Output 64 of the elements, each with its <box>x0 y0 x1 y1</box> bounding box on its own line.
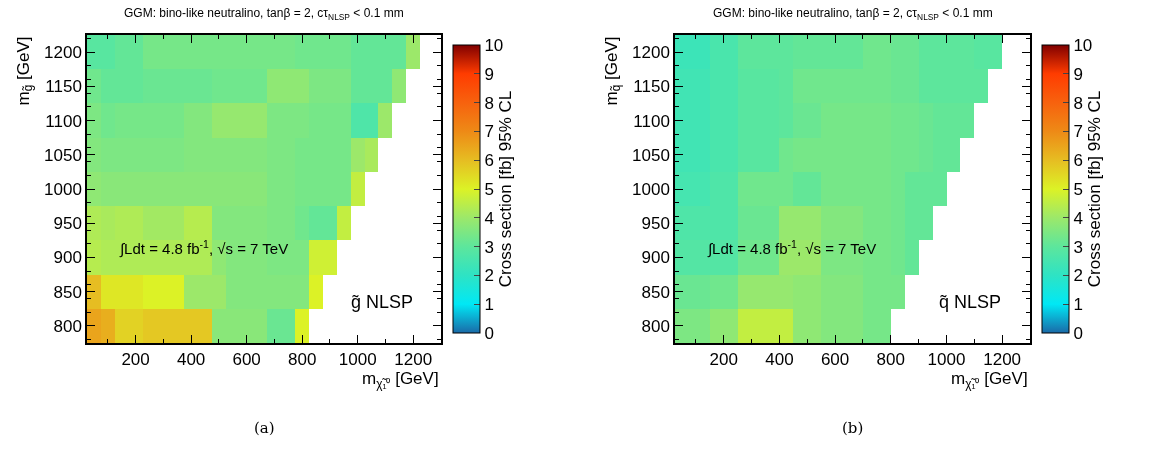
color-bar-label: 2 <box>1073 266 1083 286</box>
annotation: g̃ NLSP <box>351 292 414 312</box>
color-bar-label: 9 <box>1073 64 1083 84</box>
y-tick-label: 1000 <box>632 179 670 199</box>
y-tick-label: 1200 <box>44 43 82 63</box>
text: (b) <box>842 419 864 437</box>
y-tick-label: 1100 <box>633 111 670 131</box>
color-bar-label: 10 <box>1073 35 1093 55</box>
y-tick-label: 1150 <box>45 77 82 97</box>
color-bar-title: Cross section [fb] 95% CL <box>1084 90 1104 288</box>
y-tick-label: 1050 <box>44 145 82 165</box>
color-bar-label: 5 <box>1073 179 1083 199</box>
color-bar-label: 2 <box>484 266 494 286</box>
x-tick-label: 200 <box>121 350 150 370</box>
x-tick-label: 1000 <box>927 350 966 370</box>
x-tick-label: 1200 <box>983 350 1022 370</box>
color-bar-title: Cross section [fb] 95% CL <box>495 90 515 288</box>
x-tick-label: 200 <box>709 350 738 370</box>
y-tick-label: 1200 <box>632 43 670 63</box>
y-tick-label: 850 <box>53 282 82 302</box>
color-bar-label: 7 <box>484 122 494 142</box>
y-tick-label: 900 <box>53 248 82 268</box>
x-tick-label: 800 <box>876 350 905 370</box>
y-tick-label: 1050 <box>632 145 670 165</box>
y-tick-label: 1150 <box>633 77 670 97</box>
chart-title: GGM: bino-like neutralino, tanβ = 2, cτ$_{NLSP}$ < 0.1 mm <box>713 6 993 22</box>
x-tick-label: 1000 <box>338 350 377 370</box>
chart-title: GGM: bino-like neutralino, tanβ = 2, cτ$_{NLSP}$ < 0.1 mm <box>124 6 404 22</box>
annotation: ∫Ldt = 4.8 fb$^{-1}$, √s = 7 TeV <box>707 238 877 259</box>
annotation: ∫Ldt = 4.8 fb$^{-1}$, √s = 7 TeV <box>119 238 289 259</box>
y-tick-label: 800 <box>641 316 670 336</box>
color-bar-label: 5 <box>484 179 494 199</box>
color-bar-label: 0 <box>484 323 494 343</box>
color-bar-label: 0 <box>1073 323 1083 343</box>
x-axis-title: m$_{χ̃₁⁰}$ [GeV] <box>951 369 1028 391</box>
color-bar-label: 4 <box>1073 208 1083 228</box>
color-bar-label: 8 <box>1073 93 1083 113</box>
color-bar-label: 8 <box>484 93 494 113</box>
color-bar-label: 7 <box>1073 122 1083 142</box>
y-tick-label: 950 <box>53 214 82 234</box>
x-axis-title: m$_{χ̃₁⁰}$ [GeV] <box>362 369 439 391</box>
x-tick-label: 800 <box>287 350 317 370</box>
color-bar-label: 4 <box>484 208 494 228</box>
y-tick-label: 800 <box>53 316 82 336</box>
color-bar-label: 10 <box>484 35 504 55</box>
y-tick-label: 850 <box>641 282 670 302</box>
x-tick-label: 400 <box>765 350 794 370</box>
y-tick-label: 950 <box>641 214 670 234</box>
x-tick-label: 600 <box>820 350 850 370</box>
y-tick-label: 900 <box>641 248 670 268</box>
x-tick-label: 1200 <box>394 350 433 370</box>
x-tick-label: 400 <box>176 350 206 370</box>
color-bar-label: 3 <box>1073 237 1083 257</box>
color-bar-label: 3 <box>484 237 494 257</box>
color-bar-label: 1 <box>1073 295 1083 315</box>
color-bar-label: 1 <box>484 295 494 315</box>
color-bar-label: 9 <box>484 64 494 84</box>
text: (a) <box>254 419 275 437</box>
color-bar-label: 6 <box>1073 151 1083 171</box>
color-bar-label: 6 <box>484 151 494 171</box>
y-tick-label: 1000 <box>44 179 82 199</box>
annotation: q̃ NLSP <box>939 292 1002 312</box>
x-tick-label: 600 <box>232 350 261 370</box>
y-tick-label: 1100 <box>45 111 82 131</box>
